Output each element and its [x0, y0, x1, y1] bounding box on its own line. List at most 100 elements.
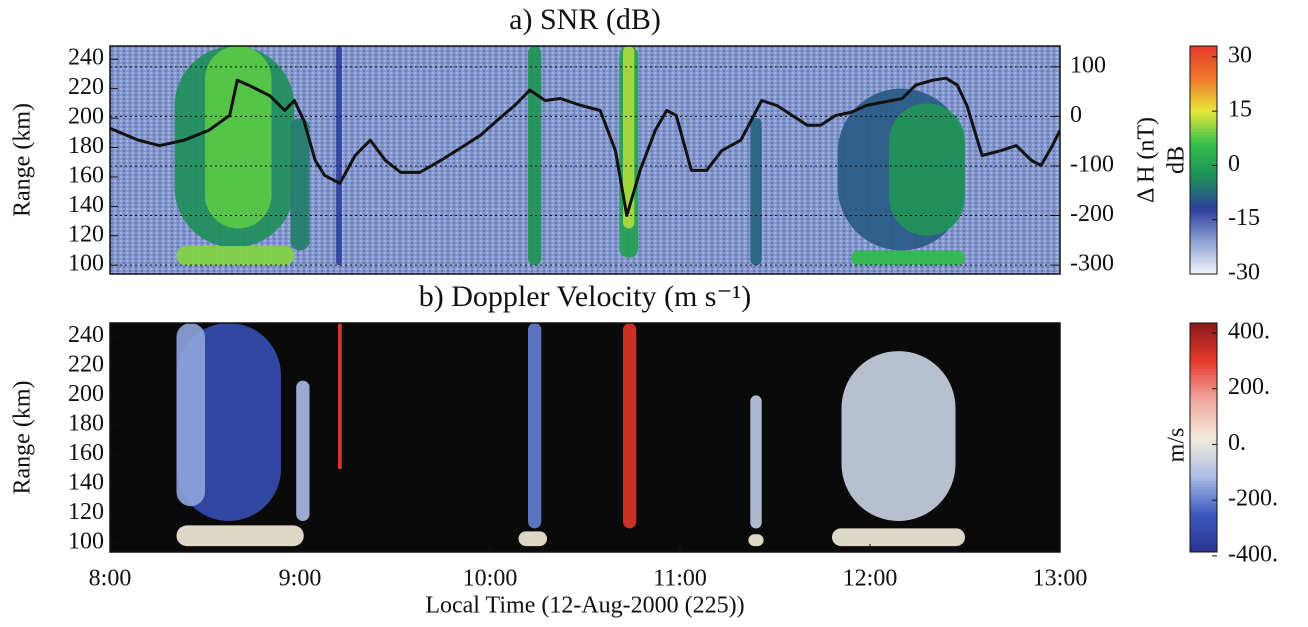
- colorbar-strip: [1190, 434, 1217, 438]
- colorbar-strip: [1190, 509, 1217, 513]
- plot-frame: [109, 322, 1061, 553]
- heatmap-region: [832, 528, 965, 547]
- colorbar-strip: [1190, 74, 1217, 78]
- colorbar-strip: [1190, 179, 1217, 184]
- colorbar-tick-label: -400.: [1228, 541, 1278, 567]
- colorbar-strip: [1190, 68, 1217, 73]
- colorbar-strip: [1190, 500, 1217, 504]
- x-tick-label: 13:00: [1033, 566, 1088, 592]
- colorbar-strip: [1190, 380, 1217, 384]
- y-axis-label: Range (km): [10, 381, 36, 495]
- colorbar-strip: [1190, 114, 1217, 118]
- y-tick-label: 200: [68, 381, 104, 407]
- colorbar-strip: [1190, 443, 1217, 447]
- colorbar-strip: [1190, 199, 1217, 204]
- colorbar-strip: [1190, 400, 1217, 404]
- colorbar-strip: [1190, 142, 1217, 147]
- colorbar-strip: [1190, 406, 1217, 410]
- colorbar-strip: [1190, 125, 1217, 130]
- colorbar-strip: [1190, 408, 1217, 413]
- colorbar-strip: [1190, 51, 1217, 56]
- colorbar-strip: [1190, 357, 1217, 361]
- y-tick-label: 160: [68, 440, 104, 466]
- colorbar-strip: [1190, 331, 1217, 335]
- colorbar-strip: [1190, 205, 1217, 209]
- heatmap-region: [748, 534, 764, 547]
- colorbar-strip: [1190, 506, 1217, 510]
- colorbar-strip: [1190, 466, 1217, 470]
- colorbar-strip: [1190, 217, 1217, 221]
- heatmap-region: [296, 380, 310, 521]
- x-tick-label: 12:00: [843, 566, 898, 592]
- colorbar-strip: [1190, 54, 1217, 58]
- colorbar-strip: [1190, 63, 1217, 67]
- colorbar-strip: [1190, 202, 1217, 207]
- y-tick-label: 220: [68, 351, 104, 377]
- colorbar-strip: [1190, 151, 1217, 155]
- colorbar-strip: [1190, 182, 1217, 187]
- heatmap-region: [336, 46, 342, 266]
- colorbar-strip: [1190, 85, 1217, 90]
- colorbar-strip: [1190, 271, 1217, 275]
- colorbar-strip: [1190, 486, 1217, 490]
- colorbar-strip: [1190, 211, 1217, 215]
- colorbar-strip: [1190, 259, 1217, 264]
- colorbar-strip: [1190, 105, 1217, 110]
- colorbar-strip: [1190, 448, 1217, 453]
- colorbar-strip: [1190, 503, 1217, 507]
- colorbar-strip: [1190, 268, 1217, 272]
- colorbar-strip: [1190, 228, 1217, 232]
- panel-title: a) SNR (dB): [509, 3, 661, 36]
- colorbar-strip: [1190, 440, 1217, 444]
- colorbar-strip: [1190, 494, 1217, 499]
- colorbar-label: m/s: [1164, 428, 1190, 463]
- colorbar-strip: [1190, 46, 1217, 50]
- colorbar-strip: [1190, 537, 1217, 542]
- colorbar-strip: [1190, 428, 1217, 433]
- colorbar-frame: [1189, 322, 1218, 553]
- heatmap-region: [290, 118, 310, 251]
- colorbar-strip: [1190, 483, 1217, 487]
- colorbar-strip: [1190, 431, 1217, 436]
- colorbar-strip: [1190, 225, 1217, 229]
- x-tick-label: 9:00: [279, 566, 322, 592]
- colorbar-strip: [1190, 157, 1217, 161]
- colorbar-strip: [1190, 511, 1217, 516]
- colorbar-strip: [1190, 371, 1217, 376]
- colorbar-strip: [1190, 231, 1217, 235]
- y-tick-label: 160: [68, 162, 104, 188]
- colorbar-strip: [1190, 471, 1217, 476]
- y2-tick-label: -200: [1070, 201, 1114, 227]
- colorbar-strip: [1190, 385, 1217, 390]
- colorbar-strip: [1190, 248, 1217, 252]
- y2-tick-label: 100: [1070, 52, 1106, 78]
- x-tick-label: 11:00: [653, 566, 707, 592]
- colorbar-strip: [1190, 111, 1217, 115]
- colorbar-strip: [1190, 411, 1217, 416]
- colorbar-strip: [1190, 491, 1217, 496]
- x-tick-label: 10:00: [463, 566, 518, 592]
- colorbar-strip: [1190, 374, 1217, 378]
- colorbar-strip: [1190, 174, 1217, 178]
- colorbar-strip: [1190, 457, 1217, 461]
- colorbar-strip: [1190, 437, 1217, 441]
- colorbar-strip: [1190, 360, 1217, 364]
- colorbar-strip: [1190, 343, 1217, 347]
- plot-area: [110, 46, 1060, 274]
- y2-tick-label: -300: [1070, 251, 1114, 277]
- heatmap-region: [851, 250, 965, 266]
- colorbar-strip: [1190, 323, 1217, 327]
- colorbar-strip: [1190, 446, 1217, 450]
- colorbar-strip: [1190, 194, 1217, 198]
- colorbar-strip: [1190, 265, 1217, 269]
- colorbar-strip: [1190, 514, 1217, 519]
- colorbar-strip: [1190, 351, 1217, 355]
- y-tick-label: 240: [68, 322, 104, 348]
- colorbar-strip: [1190, 460, 1217, 464]
- colorbar-strip: [1190, 77, 1217, 81]
- colorbar-strip: [1190, 468, 1217, 473]
- colorbar-strip: [1190, 188, 1217, 192]
- colorbar-strip: [1190, 245, 1217, 249]
- colorbar-strip: [1190, 128, 1217, 132]
- colorbar-strip: [1190, 426, 1217, 430]
